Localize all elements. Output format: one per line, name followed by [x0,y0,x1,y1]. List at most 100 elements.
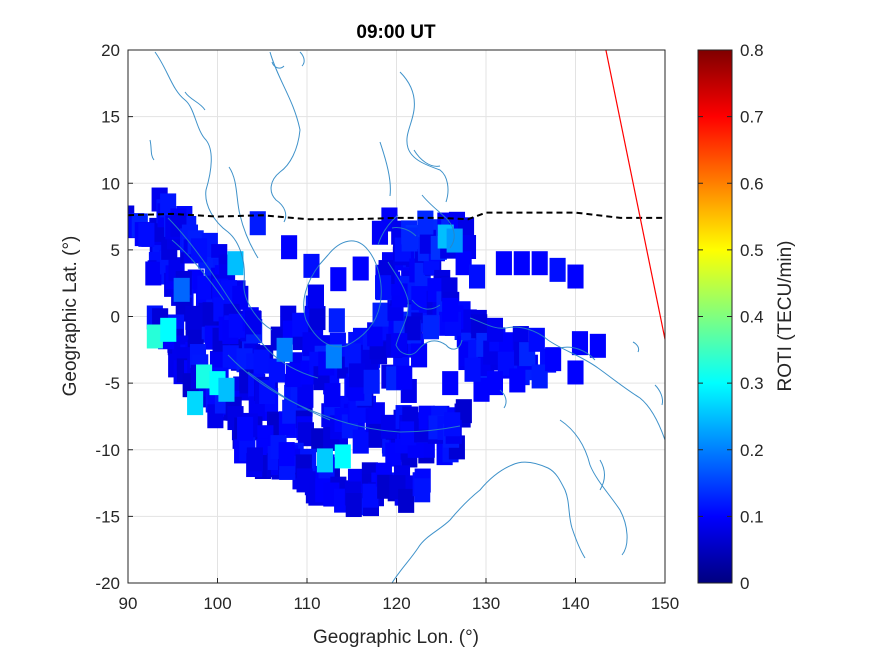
roti-cell [468,264,486,289]
chart-title: 09:00 UT [356,22,436,43]
roti-cell [297,383,314,408]
roti-cell [285,363,302,388]
roti-cell [473,377,490,402]
roti-cell [196,364,213,389]
colorbar-label: ROTI (TECU/min) [775,241,796,392]
roti-cell [173,277,190,302]
colorbar [697,49,733,584]
y-tick-label: 10 [101,174,120,193]
roti-cell [499,332,516,357]
y-axis-ticks: 20 15 10 5 0 -5 -10 -15 -20 [95,41,133,593]
roti-cell [375,275,392,300]
colorbar-ticks: 0 0.1 0.2 0.3 0.4 0.5 0.6 0.7 0.8 [698,41,764,593]
roti-cell [276,337,293,362]
magnetic-equator-line [128,211,665,221]
roti-cell [227,251,244,276]
roti-cell [398,488,415,513]
x-tick-label: 120 [382,594,410,613]
roti-cell [486,371,504,396]
roti-cell [509,368,526,393]
roti-cell [278,442,295,467]
roti-cell [367,322,384,347]
roti-cell [549,257,566,282]
roti-cell [567,360,584,385]
roti-cell [363,369,380,394]
colorbar-tick-label: 0.6 [740,174,764,193]
x-tick-label: 150 [651,594,679,613]
y-tick-label: 15 [101,108,120,127]
roti-cell [545,347,562,372]
y-tick-label: 5 [111,241,120,260]
roti-cell [372,302,389,327]
roti-cell [486,317,504,342]
roti-cell [292,312,309,337]
roti-cell [228,313,245,338]
roti-cell [316,448,333,473]
roti-cell [446,228,463,253]
roti-cell [328,308,345,333]
roti-cell [528,327,545,352]
roti-cell [455,251,472,276]
roti-cell [377,474,394,499]
y-tick-label: -5 [105,374,120,393]
roti-cell [324,383,341,408]
y-tick-label: -15 [95,507,120,526]
roti-cell [396,365,413,390]
roti-cell [160,317,177,342]
roti-cell [411,343,428,368]
roti-cell [297,422,314,447]
roti-cell [218,377,235,402]
roti-cell [190,238,208,263]
roti-cell [237,416,254,441]
coastlines [149,51,665,583]
roti-cell [197,275,214,300]
colorbar-tick-label: 0.4 [740,308,764,327]
roti-cell [325,344,342,369]
roti-cell [146,324,163,349]
roti-cell [513,251,530,276]
roti-cell [352,429,369,454]
y-tick-label: 20 [101,41,120,60]
colorbar-tick-label: 0.3 [740,374,764,393]
x-tick-label: 90 [119,594,138,613]
colorbar-tick-label: 0.8 [740,41,764,60]
roti-cell [567,264,584,289]
roti-heatmap [128,187,606,518]
roti-cell [589,333,606,358]
roti-cell [138,222,155,247]
roti-cell [352,256,369,281]
y-tick-label: -10 [95,441,120,460]
roti-cell [400,421,417,446]
red-boundary-line [605,50,665,340]
x-tick-label: 140 [561,594,589,613]
roti-cell [404,316,421,341]
roti-cell [531,364,548,389]
roti-cell [345,493,362,518]
roti-cell [391,333,408,358]
x-tick-label: 100 [203,594,231,613]
x-axis-label: Geographic Lon. (°) [313,627,479,648]
roti-cell [531,251,548,276]
colorbar-tick-label: 0.2 [740,441,764,460]
roti-cell [281,235,298,260]
roti-cell [495,251,512,276]
x-tick-label: 110 [293,594,320,613]
y-axis-label: Geographic Lat. (°) [60,236,81,397]
roti-cell [309,306,326,331]
roti-cell [245,310,262,335]
roti-cell [303,253,320,278]
roti-cell [307,284,325,309]
roti-cell [417,210,434,235]
roti-cell [442,297,459,322]
roti-cell [185,305,202,330]
roti-cell [145,261,162,286]
roti-cell [464,357,481,382]
roti-cell [253,349,270,374]
roti-cell [302,332,319,357]
colorbar-tick-label: 0.5 [740,241,764,260]
y-tick-label: -20 [95,574,120,593]
roti-cell [380,414,397,439]
x-tick-label: 130 [472,594,500,613]
roti-cell [348,363,366,388]
roti-cell [362,483,379,508]
